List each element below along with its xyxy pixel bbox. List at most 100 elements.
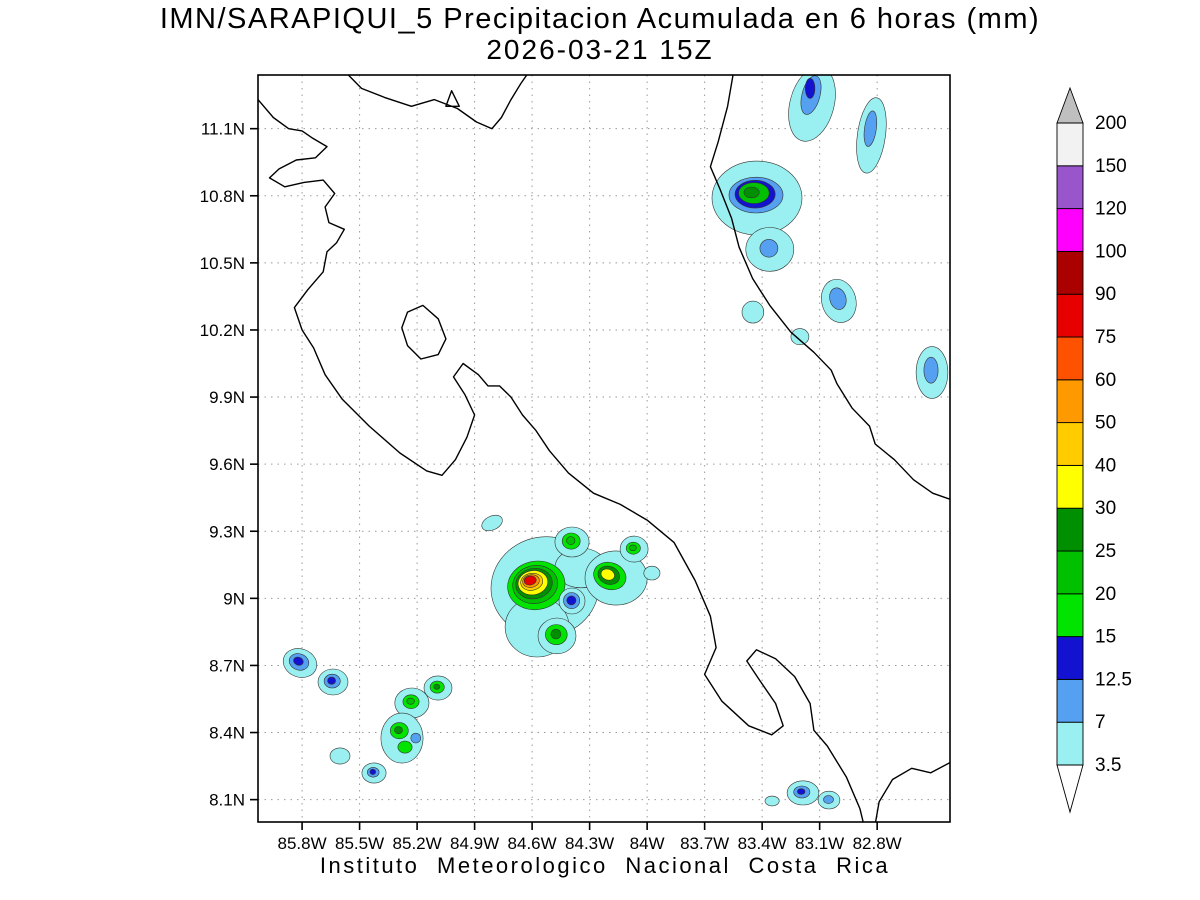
- precip-cell-dblue: [804, 78, 816, 99]
- x-axis-tick-label: 85.2W: [393, 834, 442, 853]
- precip-cell-ltblue: [923, 356, 939, 384]
- precip-cell-dblue: [369, 768, 376, 775]
- precip-cell-dgreen: [550, 628, 562, 640]
- coastlines-layer: [258, 75, 950, 822]
- colorbar-level-label: 60: [1095, 370, 1116, 391]
- x-axis-tick-label: 84.6W: [508, 834, 557, 853]
- colorbar-segment: [1056, 165, 1084, 210]
- colorbar-segment: [1056, 250, 1084, 295]
- colorbar-level-label: 25: [1095, 541, 1116, 562]
- precip-cell-cyan: [329, 747, 351, 765]
- colorbar-level-label: 30: [1095, 498, 1116, 519]
- y-axis-tick-label: 9N: [223, 589, 245, 608]
- colorbar-segment: [1056, 293, 1084, 338]
- precip-cell-green: [629, 544, 637, 551]
- colorbar-level-label: 40: [1095, 455, 1116, 476]
- colorbar-level-label: 12.5: [1095, 669, 1132, 690]
- colorbar-level-label: 20: [1095, 584, 1116, 605]
- x-axis-tick-label: 85.8W: [278, 834, 327, 853]
- colorbar-segment: [1056, 336, 1084, 381]
- precip-cell-yellow: [600, 568, 615, 581]
- precip-cell-dblue: [566, 595, 577, 606]
- colorbar-level-label: 120: [1095, 199, 1127, 220]
- precip-cell-dblue: [797, 788, 806, 795]
- coastline: [347, 75, 528, 130]
- colorbar-over-arrow: [1056, 86, 1084, 124]
- precip-cell-dgreen: [394, 726, 403, 734]
- precip-cell-bgreen: [397, 740, 413, 754]
- precip-cell-red: [523, 575, 537, 586]
- precip-cell-green: [566, 536, 576, 545]
- precip-cell-green: [406, 697, 415, 705]
- y-axis-tick-label: 10.5N: [200, 254, 245, 273]
- coastline: [258, 98, 864, 822]
- x-axis-tick-label: 84W: [630, 834, 665, 853]
- y-axis-tick-label: 9.6N: [209, 455, 245, 474]
- gridlines-layer: [258, 75, 950, 822]
- map-frame: [257, 74, 951, 823]
- x-axis-tick-label: 84.3W: [565, 834, 614, 853]
- water-body-outline: [445, 90, 460, 107]
- colorbar-segment: [1056, 422, 1084, 466]
- precip-cell-ltblue: [829, 287, 847, 310]
- colorbar-level-label: 7: [1095, 712, 1106, 733]
- water-body-outline: [401, 304, 447, 360]
- coastline: [709, 75, 950, 500]
- colorbar-segment: [1056, 550, 1084, 595]
- y-axis-tick-label: 8.4N: [209, 724, 245, 743]
- colorbar: 3.5 7 12.5 15 20 25 30 40 50 60 75 90 100 120 150 200: [1056, 86, 1132, 814]
- colorbar-level-label: 90: [1095, 284, 1116, 305]
- precip-cell-dgreen: [743, 186, 760, 199]
- chart-subtitle-datetime: 2026-03-21 15Z: [486, 34, 714, 65]
- x-axis-tick-label: 83.1W: [795, 834, 844, 853]
- precipitation-layer: [282, 75, 949, 810]
- colorbar-segment: [1056, 593, 1084, 638]
- precip-cell-ltblue: [759, 239, 779, 258]
- precip-cell-ltblue: [823, 795, 834, 804]
- colorbar-segment: [1056, 721, 1084, 766]
- precip-cell-ltblue: [410, 732, 422, 744]
- colorbar-segment: [1056, 122, 1084, 167]
- colorbar-segment: [1056, 636, 1084, 680]
- precip-cell-cyan: [764, 795, 780, 807]
- precip-cell-cyan: [481, 514, 503, 532]
- axis-labels-layer: 85.8W 85.5W 85.2W 84.9W 84.6W 84.3W 84W 83.7W 83…: [200, 120, 902, 853]
- colorbar-level-label: 50: [1095, 413, 1116, 434]
- colorbar-segment: [1056, 507, 1084, 552]
- institution-caption: Instituto Meteorologico Nacional Costa R…: [319, 853, 891, 878]
- x-axis-tick-label: 82.8W: [853, 834, 902, 853]
- y-axis-tick-label: 8.1N: [209, 791, 245, 810]
- axis-ticks-layer: [250, 127, 878, 830]
- colorbar-level-label: 150: [1095, 156, 1127, 177]
- precip-cell-cyan: [790, 328, 810, 346]
- y-axis-tick-label: 9.3N: [209, 522, 245, 541]
- precip-cell-cyan: [643, 565, 661, 581]
- precip-cell-ltblue: [863, 110, 878, 147]
- precip-cell-dblue: [293, 656, 304, 666]
- colorbar-level-label: 3.5: [1095, 755, 1121, 776]
- colorbar-level-label: 200: [1095, 113, 1127, 134]
- precip-cell-cyan: [741, 300, 765, 324]
- y-axis-tick-label: 10.2N: [200, 321, 245, 340]
- y-axis-tick-label: 11.1N: [201, 120, 245, 139]
- precip-cell-dblue: [327, 676, 336, 685]
- x-axis-tick-label: 83.4W: [738, 834, 787, 853]
- coastline: [874, 761, 950, 822]
- x-axis-tick-label: 85.5W: [335, 834, 384, 853]
- colorbar-segment: [1056, 464, 1084, 509]
- y-axis-tick-label: 8.7N: [209, 656, 245, 675]
- colorbar-level-label: 100: [1095, 241, 1127, 262]
- y-axis-tick-label: 10.8N: [200, 187, 245, 206]
- colorbar-segment: [1056, 678, 1084, 723]
- chart-title: IMN/SARAPIQUI_5 Precipitacion Acumulada …: [159, 3, 1041, 35]
- x-axis-tick-label: 84.9W: [450, 834, 499, 853]
- colorbar-under-arrow: [1056, 764, 1084, 814]
- precip-cell-dgreen: [433, 683, 441, 690]
- colorbar-segment: [1056, 208, 1084, 252]
- colorbar-level-label: 15: [1095, 627, 1116, 648]
- x-axis-tick-label: 83.7W: [680, 834, 729, 853]
- colorbar-segment: [1056, 379, 1084, 424]
- colorbar-level-label: 75: [1095, 327, 1116, 348]
